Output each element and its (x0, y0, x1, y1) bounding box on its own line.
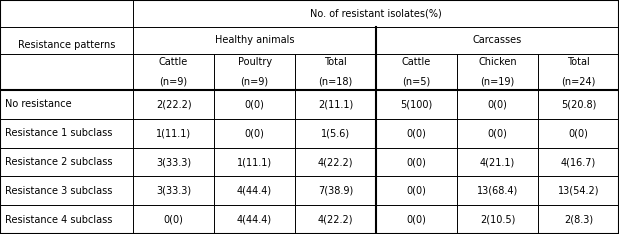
Text: 0(0): 0(0) (407, 157, 426, 167)
Text: (n=18): (n=18) (318, 77, 353, 87)
Text: 1(11.1): 1(11.1) (237, 157, 272, 167)
Text: Healthy animals: Healthy animals (215, 35, 294, 45)
Text: 0(0): 0(0) (488, 128, 508, 138)
Text: Resistance 3 subclass: Resistance 3 subclass (5, 186, 112, 196)
Text: Resistance patterns: Resistance patterns (18, 40, 115, 50)
Text: 0(0): 0(0) (245, 99, 264, 110)
Text: Total: Total (324, 57, 347, 67)
Text: 2(10.5): 2(10.5) (480, 215, 515, 225)
Text: (n=9): (n=9) (241, 77, 269, 87)
Text: 5(100): 5(100) (400, 99, 433, 110)
Text: 0(0): 0(0) (407, 186, 426, 196)
Text: Carcasses: Carcasses (473, 35, 522, 45)
Text: 4(21.1): 4(21.1) (480, 157, 515, 167)
Text: 0(0): 0(0) (163, 215, 183, 225)
Text: 3(33.3): 3(33.3) (156, 186, 191, 196)
Text: 4(22.2): 4(22.2) (318, 157, 353, 167)
Text: 0(0): 0(0) (407, 128, 426, 138)
Text: 1(11.1): 1(11.1) (156, 128, 191, 138)
Text: No. of resistant isolates(%): No. of resistant isolates(%) (310, 8, 442, 18)
Text: 4(44.4): 4(44.4) (237, 186, 272, 196)
Text: No resistance: No resistance (5, 99, 72, 110)
Text: 0(0): 0(0) (245, 128, 264, 138)
Text: Resistance 1 subclass: Resistance 1 subclass (5, 128, 112, 138)
Text: 2(11.1): 2(11.1) (318, 99, 353, 110)
Text: Resistance 2 subclass: Resistance 2 subclass (5, 157, 113, 167)
Text: (n=24): (n=24) (561, 77, 595, 87)
Text: (n=9): (n=9) (160, 77, 188, 87)
Text: 1(5.6): 1(5.6) (321, 128, 350, 138)
Text: 0(0): 0(0) (407, 215, 426, 225)
Text: Resistance 4 subclass: Resistance 4 subclass (5, 215, 112, 225)
Text: Poultry: Poultry (238, 57, 272, 67)
Text: 0(0): 0(0) (488, 99, 508, 110)
Text: Chicken: Chicken (478, 57, 517, 67)
Text: (n=19): (n=19) (480, 77, 514, 87)
Text: 7(38.9): 7(38.9) (318, 186, 353, 196)
Text: 0(0): 0(0) (569, 128, 589, 138)
Text: Cattle: Cattle (159, 57, 188, 67)
Text: Cattle: Cattle (402, 57, 431, 67)
Text: 4(22.2): 4(22.2) (318, 215, 353, 225)
Text: 3(33.3): 3(33.3) (156, 157, 191, 167)
Text: Total: Total (567, 57, 590, 67)
Text: 4(44.4): 4(44.4) (237, 215, 272, 225)
Text: 13(68.4): 13(68.4) (477, 186, 518, 196)
Text: 2(22.2): 2(22.2) (156, 99, 191, 110)
Text: 4(16.7): 4(16.7) (561, 157, 596, 167)
Text: (n=5): (n=5) (402, 77, 431, 87)
Text: 5(20.8): 5(20.8) (561, 99, 596, 110)
Text: 13(54.2): 13(54.2) (558, 186, 599, 196)
Text: 2(8.3): 2(8.3) (564, 215, 593, 225)
